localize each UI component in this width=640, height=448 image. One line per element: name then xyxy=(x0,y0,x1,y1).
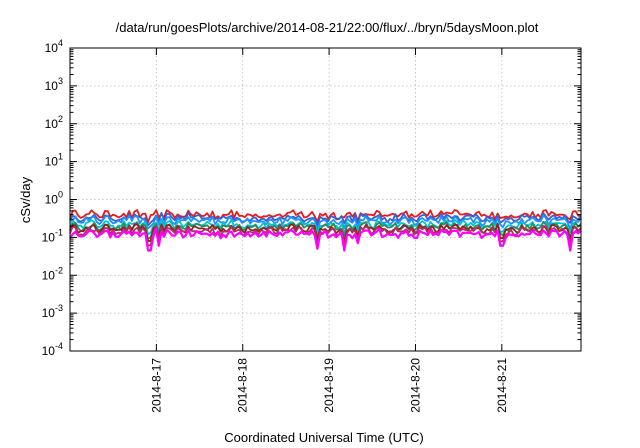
y-tick-exponent: 2 xyxy=(58,114,63,124)
y-tick-exponent: 3 xyxy=(58,76,63,86)
y-tick-exponent: 4 xyxy=(58,38,63,48)
y-tick-exponent: 0 xyxy=(58,190,63,200)
x-ticks: 2014-8-17 2014-8-18 2014-8-19 2014-8-20 2014… xyxy=(149,48,509,413)
y-tick-exponent: -2 xyxy=(55,265,63,275)
y-tick-label: 10-3 xyxy=(42,303,63,320)
y-tick-exponent: 1 xyxy=(58,152,63,162)
y-tick-exponent: -1 xyxy=(55,227,63,237)
chart-title: /data/run/goesPlots/archive/2014-08-21/2… xyxy=(116,20,539,35)
y-tick-label: 100 xyxy=(45,190,63,207)
y-tick-label: 10-4 xyxy=(42,341,63,358)
series-line xyxy=(69,214,582,231)
x-axis-label: Coordinated Universal Time (UTC) xyxy=(224,430,423,445)
y-tick-label: 104 xyxy=(45,38,63,55)
y-tick-exponent: -4 xyxy=(55,341,63,351)
x-tick-label: 2014-8-17 xyxy=(149,358,163,413)
y-tick-label: 102 xyxy=(45,114,63,131)
y-tick-label: 10-1 xyxy=(42,227,63,244)
x-tick-label: 2014-8-20 xyxy=(408,358,422,413)
series-line xyxy=(69,227,582,252)
y-tick-label: 103 xyxy=(45,76,63,93)
y-tick-exponent: -3 xyxy=(55,303,63,313)
grid xyxy=(70,47,581,352)
series-line xyxy=(69,209,582,224)
y-axis-label: cSv/day xyxy=(18,176,33,223)
x-tick-label: 2014-8-21 xyxy=(495,358,509,413)
x-tick-label: 2014-8-19 xyxy=(322,358,336,413)
y-tick-label: 101 xyxy=(45,152,63,169)
series-layer xyxy=(69,209,582,252)
y-tick-label: 10-2 xyxy=(42,265,63,282)
x-tick-label: 2014-8-18 xyxy=(236,358,250,413)
